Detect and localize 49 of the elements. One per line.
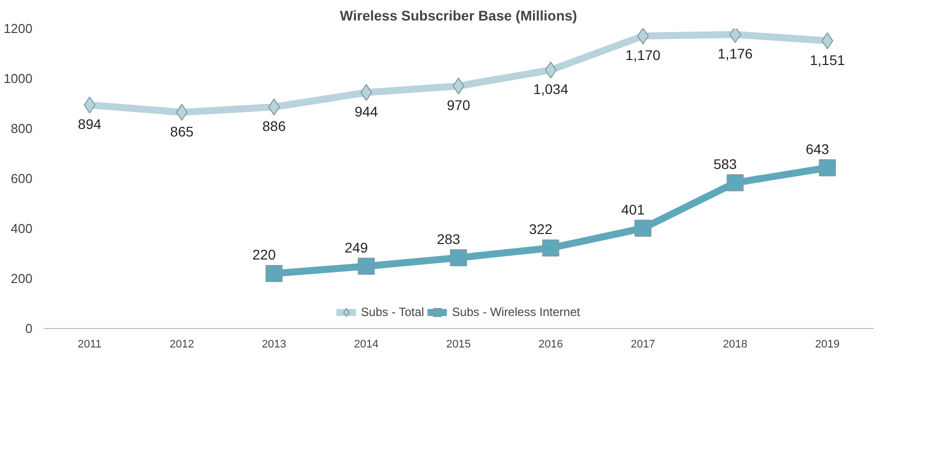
data-label: 1,034: [533, 81, 568, 97]
legend-label: Subs - Total: [360, 305, 424, 319]
data-label: 401: [621, 201, 645, 218]
data-label: 643: [806, 140, 830, 157]
x-tick-label: 2012: [170, 338, 194, 350]
data-label: 970: [446, 97, 470, 113]
y-tick-label: 1200: [4, 21, 32, 36]
data-label: 886: [262, 118, 286, 134]
x-tick-label: 2013: [262, 338, 286, 350]
point: [634, 220, 652, 237]
point: [452, 78, 464, 94]
data-label: 1,151: [810, 52, 846, 68]
point: [268, 98, 280, 116]
x-tick-label: 2015: [446, 338, 471, 350]
chart-title: Wireless Subscriber Base (Millions): [340, 8, 578, 24]
point: [818, 159, 836, 176]
data-label: 944: [354, 104, 378, 120]
point: [542, 240, 560, 256]
x-tick-label: 2019: [815, 338, 840, 350]
point: [360, 84, 372, 101]
y-tick-label: 1000: [4, 71, 32, 86]
point: [637, 28, 649, 44]
x-tick-label: 2016: [538, 338, 563, 350]
y-tick-label: 0: [25, 321, 33, 336]
point: [726, 174, 744, 192]
point: [84, 96, 96, 114]
point: [358, 258, 375, 275]
data-label: 894: [78, 116, 102, 132]
point: [544, 62, 557, 78]
data-label: 1,170: [625, 47, 661, 63]
x-tick-label: 2014: [354, 338, 379, 350]
point: [450, 249, 467, 266]
data-label: 1,176: [718, 46, 753, 62]
y-tick-label: 800: [10, 121, 33, 136]
x-tick-label: 2017: [630, 338, 656, 350]
data-label: 283: [436, 230, 460, 247]
data-label: 865: [170, 123, 194, 140]
y-tick-label: 400: [10, 221, 33, 236]
legend-label: Subs - Wireless Internet: [452, 305, 580, 319]
data-label: 249: [344, 239, 368, 256]
y-tick-label: 200: [10, 271, 33, 286]
data-label: 583: [713, 156, 738, 172]
data-label: 322: [529, 221, 553, 237]
x-tick-label: 2018: [722, 338, 748, 350]
y-tick-label: 600: [10, 171, 33, 186]
data-label: 220: [252, 246, 276, 262]
point: [266, 265, 283, 282]
point: [729, 28, 741, 43]
x-tick-label: 2011: [78, 338, 102, 350]
